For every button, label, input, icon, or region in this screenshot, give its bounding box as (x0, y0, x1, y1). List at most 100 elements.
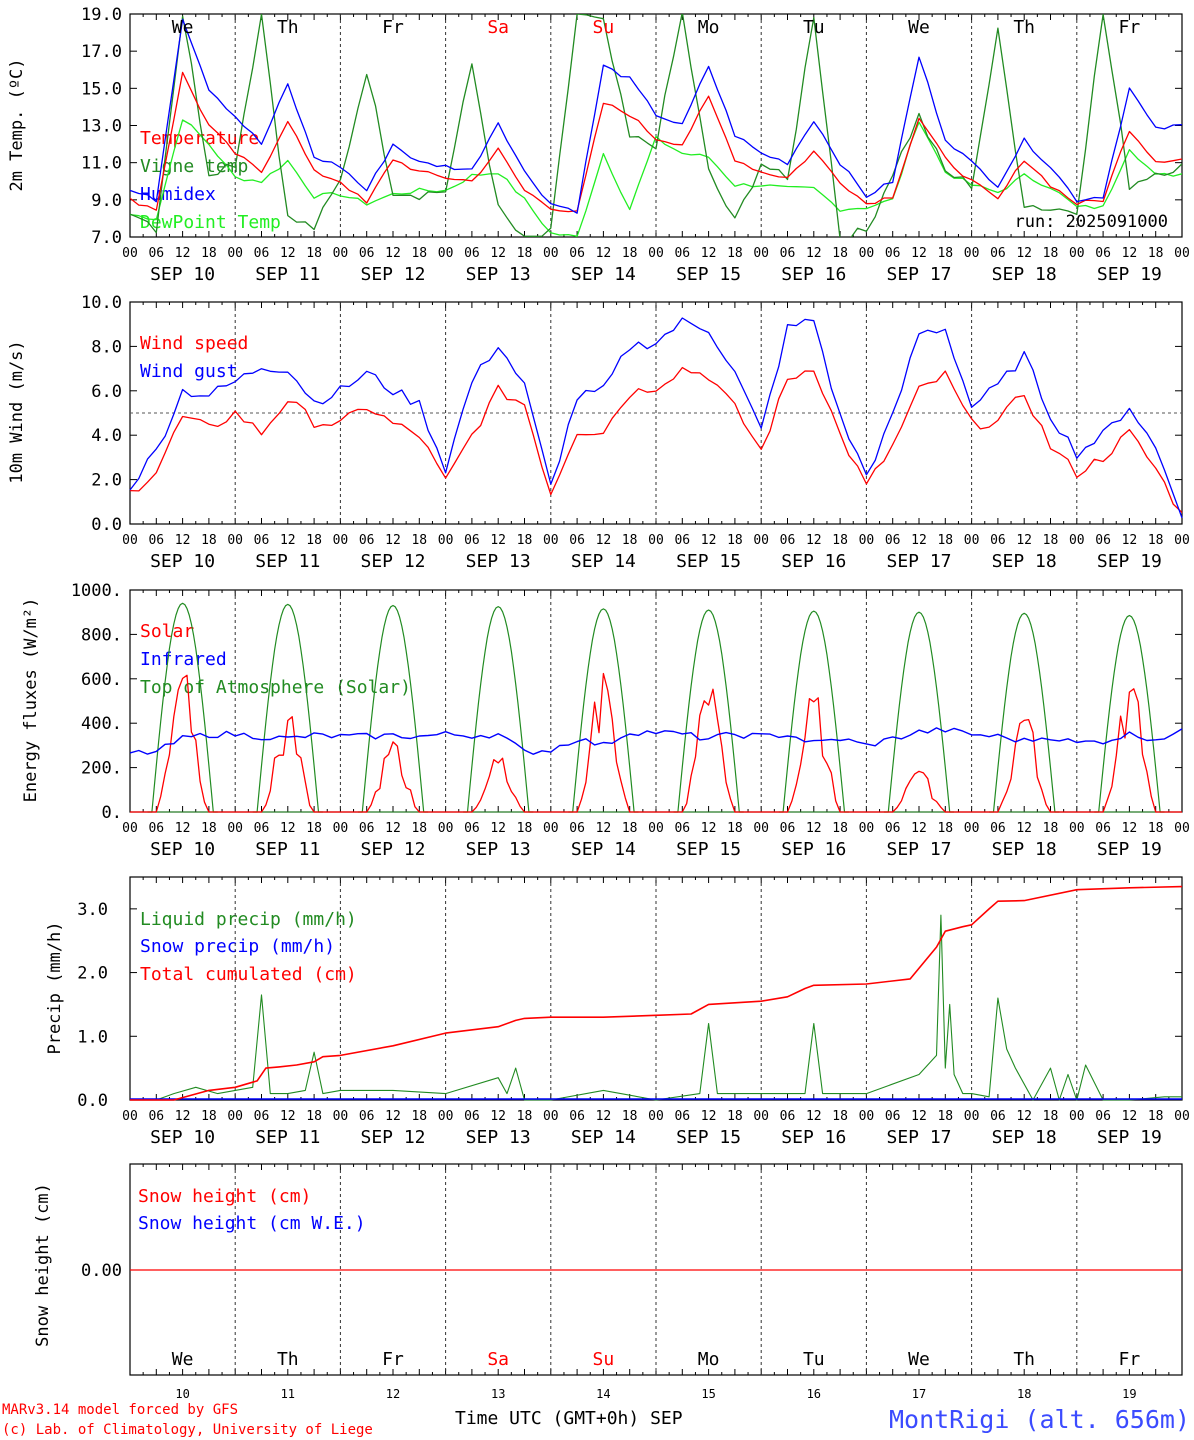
wind-hour-label: 06 (1095, 533, 1111, 548)
temp-hour-label: 18 (727, 246, 743, 261)
wind-hour-label: 18 (727, 533, 743, 548)
precip-date-label: SEP 11 (255, 1127, 320, 1148)
energy-ytick-label: 400. (81, 714, 122, 734)
temp-hour-label: 06 (780, 246, 796, 261)
legend-toa-solar: Top of Atmosphere (Solar) (140, 677, 411, 698)
wind-hour-label: 06 (569, 533, 585, 548)
temp-date-label: SEP 14 (571, 264, 636, 285)
wind-date-label: SEP 18 (992, 551, 1057, 572)
precip-hour-label: 00 (859, 1109, 875, 1124)
temp-weekday-label: Sa (487, 17, 509, 38)
time-axis-label: Time UTC (GMT+0h) SEP (455, 1408, 683, 1429)
precip-hour-label: 06 (1095, 1109, 1111, 1124)
wind-hour-label: 18 (201, 533, 217, 548)
temp-hour-label: 06 (148, 246, 164, 261)
energy-hour-label: 00 (964, 821, 980, 836)
snow-panel: Snow height (cm) Snow height (cm) Snow h… (33, 1163, 1183, 1401)
toa-solar-line (883, 611, 955, 813)
energy-hour-label: 06 (148, 821, 164, 836)
footer: MARv3.14 model forced by GFS (c) Lab. of… (2, 1402, 1190, 1438)
energy-ytick-label: 0. (102, 803, 122, 823)
toa-solar-line (252, 603, 323, 813)
temp-ytick-label: 9.0 (91, 191, 122, 211)
precip-hour-label: 06 (885, 1109, 901, 1124)
wind-hour-label: 00 (122, 533, 138, 548)
precip-hour-label: 06 (464, 1109, 480, 1124)
energy-hour-label: 12 (175, 821, 191, 836)
precip-hour-label: 12 (1122, 1109, 1138, 1124)
liquid-precip-line (130, 914, 1182, 1101)
legend-total-cumulated: Total cumulated (cm) (140, 964, 357, 985)
energy-hour-label: 18 (1148, 821, 1164, 836)
temp-hour-label: 00 (1069, 246, 1085, 261)
snow-weekday-label: Th (1013, 1349, 1035, 1370)
legend-solar: Solar (140, 621, 194, 642)
precip-hour-label: 00 (753, 1109, 769, 1124)
wind-hour-label: 00 (543, 533, 559, 548)
snow-day-number: 19 (1122, 1387, 1136, 1401)
precip-hour-label: 06 (674, 1109, 690, 1124)
precip-ytick-label: 2.0 (77, 964, 108, 984)
wind-hour-label: 12 (280, 533, 296, 548)
temp-hour-label: 18 (306, 246, 322, 261)
temp-hour-label: 06 (990, 246, 1006, 261)
temp-hour-label: 06 (359, 246, 375, 261)
wind-date-label: SEP 13 (466, 551, 531, 572)
snow-ylabel: Snow height (cm) (33, 1183, 53, 1347)
wind-hour-label: 06 (780, 533, 796, 548)
temp-hour-label: 00 (964, 246, 980, 261)
precip-hour-label: 12 (385, 1109, 401, 1124)
energy-hour-label: 18 (517, 821, 533, 836)
precip-hour-label: 06 (148, 1109, 164, 1124)
wind-hour-label: 12 (385, 533, 401, 548)
temp-ytick-label: 13.0 (81, 117, 122, 137)
precip-ytick-label: 0.0 (77, 1091, 108, 1111)
wind-hour-label: 12 (1122, 533, 1138, 548)
temp-hour-label: 00 (753, 246, 769, 261)
wind-hour-label: 18 (1148, 533, 1164, 548)
wind-hour-label: 06 (990, 533, 1006, 548)
energy-hour-label: 06 (359, 821, 375, 836)
temp-hour-label: 06 (1095, 246, 1111, 261)
snow-day-number: 13 (491, 1387, 505, 1401)
precip-hour-label: 12 (280, 1109, 296, 1124)
wind-date-label: SEP 16 (781, 551, 846, 572)
temp-weekday-label: Tu (803, 17, 825, 38)
temperature-panel: 2m Temp. (ºC) Temperature Vigne temp Hum… (7, 5, 1190, 285)
wind-hour-label: 18 (306, 533, 322, 548)
temp-hour-label: 00 (227, 246, 243, 261)
temp-hour-label: 06 (254, 246, 270, 261)
precip-hour-label: 00 (122, 1109, 138, 1124)
snow-day-number: 11 (281, 1387, 295, 1401)
temp-weekday-label: We (172, 17, 194, 38)
snow-day-number: 16 (807, 1387, 821, 1401)
wind-hour-label: 06 (359, 533, 375, 548)
wind-ytick-label: 6.0 (91, 382, 122, 402)
precip-hour-label: 18 (727, 1109, 743, 1124)
temp-hour-label: 18 (937, 246, 953, 261)
energy-hour-label: 12 (1122, 821, 1138, 836)
energy-hour-label: 00 (753, 821, 769, 836)
energy-hour-label: 06 (464, 821, 480, 836)
temp-hour-label: 12 (385, 246, 401, 261)
energy-hour-label: 00 (333, 821, 349, 836)
credit-line-2: (c) Lab. of Climatology, University of L… (2, 1422, 373, 1438)
wind-hour-label: 00 (1069, 533, 1085, 548)
energy-hour-label: 06 (780, 821, 796, 836)
energy-ytick-label: 200. (81, 759, 122, 779)
energy-ytick-label: 800. (81, 625, 122, 645)
energy-hour-label: 12 (385, 821, 401, 836)
legend-dewpoint: DewPoint Temp (140, 212, 281, 233)
precip-date-label: SEP 19 (1097, 1127, 1162, 1148)
wind-hour-label: 18 (1043, 533, 1059, 548)
temp-hour-label: 18 (517, 246, 533, 261)
energy-hour-label: 00 (543, 821, 559, 836)
temp-hour-label: 06 (674, 246, 690, 261)
energy-hour-label: 18 (832, 821, 848, 836)
precip-hour-label: 00 (964, 1109, 980, 1124)
wind-hour-label: 12 (175, 533, 191, 548)
precip-hour-label: 00 (227, 1109, 243, 1124)
temp-hour-label: 12 (1122, 246, 1138, 261)
